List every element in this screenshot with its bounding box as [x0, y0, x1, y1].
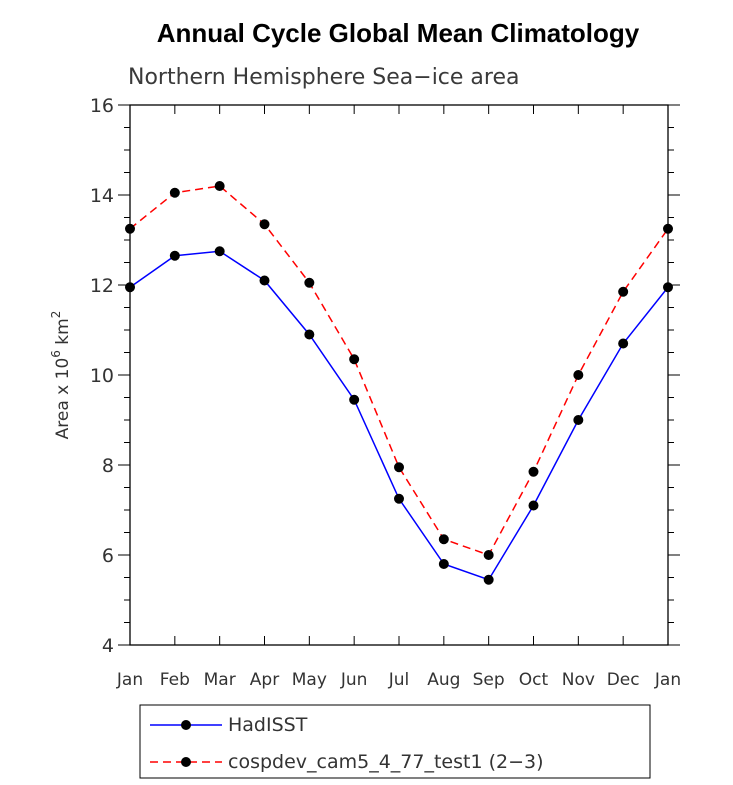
- data-point-cospdev: [528, 466, 539, 477]
- x-tick-label: Nov: [562, 670, 595, 690]
- y-tick-label: 14: [90, 185, 114, 207]
- x-tick-label: Oct: [519, 670, 549, 690]
- data-point-cospdev: [573, 370, 584, 380]
- x-tick-label: Jan: [654, 670, 681, 690]
- legend-label-cospdev: cospdev_cam5_4_77_test1 (2−3): [228, 751, 544, 773]
- data-point-hadisst: [259, 275, 270, 286]
- data-point-hadisst: [125, 282, 135, 293]
- legend-marker-hadisst: [181, 720, 191, 730]
- data-point-hadisst: [304, 329, 315, 340]
- x-tick-label: Mar: [204, 670, 236, 690]
- x-tick-label: Aug: [427, 670, 460, 690]
- y-tick-label: 16: [90, 95, 114, 117]
- axis-ticks: [118, 104, 680, 646]
- y-tick-label: 8: [102, 455, 114, 477]
- y-tick-label: 6: [102, 545, 114, 567]
- x-tick-label: Feb: [160, 670, 190, 690]
- x-tick-label: Jun: [340, 670, 368, 690]
- chart-title: Annual Cycle Global Mean Climatology: [157, 18, 640, 48]
- data-point-hadisst: [483, 574, 494, 585]
- data-point-hadisst: [528, 500, 539, 511]
- data-point-cospdev: [618, 286, 629, 297]
- data-point-cospdev: [438, 534, 449, 545]
- legend-label-hadisst: HadISST: [228, 714, 308, 736]
- series-layer: [125, 181, 673, 585]
- data-point-cospdev: [169, 187, 180, 198]
- data-point-cospdev: [259, 219, 270, 230]
- y-axis-tick-labels: 4 6 8 10 12 14 16: [90, 95, 114, 657]
- data-point-cospdev: [483, 550, 494, 560]
- chart-subtitle: Northern Hemisphere Sea−ice area: [128, 65, 520, 90]
- data-point-hadisst: [394, 493, 404, 504]
- plot-area: [129, 104, 669, 646]
- x-tick-label: Jan: [116, 670, 143, 690]
- data-point-cospdev: [214, 181, 225, 191]
- data-point-hadisst: [214, 246, 225, 257]
- plot-frame: [129, 104, 669, 646]
- data-point-cospdev: [394, 462, 404, 473]
- x-tick-label: Sep: [473, 670, 505, 690]
- series-line-hadisst: [129, 250, 669, 581]
- y-tick-label: 10: [90, 365, 114, 387]
- x-tick-label: Apr: [250, 670, 279, 690]
- x-tick-label: Jul: [388, 670, 410, 690]
- x-tick-label: May: [292, 670, 327, 690]
- x-axis-tick-labels: Jan Feb Mar Apr May Jun Jul Aug Sep Oct Nov Dec Jan: [116, 670, 681, 690]
- data-point-cospdev: [349, 354, 360, 365]
- legend-box: [139, 704, 651, 779]
- data-point-hadisst: [618, 338, 629, 349]
- x-tick-label: Dec: [607, 670, 640, 690]
- data-point-hadisst: [169, 250, 180, 261]
- legend-marker-cospdev: [181, 757, 191, 767]
- data-point-cospdev: [663, 223, 673, 234]
- data-point-cospdev: [125, 223, 135, 234]
- data-point-hadisst: [438, 559, 449, 569]
- data-point-hadisst: [349, 394, 360, 405]
- data-point-hadisst: [663, 282, 673, 293]
- y-tick-label: 4: [102, 635, 114, 657]
- y-axis-label: Area x 106 km2: [49, 311, 73, 440]
- y-tick-label: 12: [90, 275, 114, 297]
- legend: HadISST cospdev_cam5_4_77_test1 (2−3): [139, 704, 651, 779]
- data-point-hadisst: [573, 415, 584, 425]
- data-point-cospdev: [304, 277, 315, 288]
